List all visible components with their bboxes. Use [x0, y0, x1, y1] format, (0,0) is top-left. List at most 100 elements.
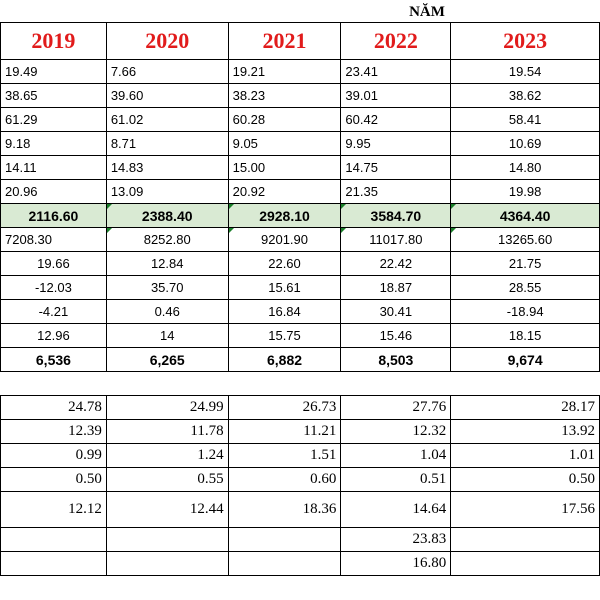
- table-cell[interactable]: 20.96: [0, 179, 107, 204]
- table-cell[interactable]: 21.35: [340, 179, 452, 204]
- table-cell[interactable]: 12.12: [0, 491, 107, 528]
- table-cell[interactable]: 12.84: [105, 251, 229, 276]
- table-cell[interactable]: 28.17: [450, 395, 600, 420]
- table-cell[interactable]: 7208.30: [0, 227, 107, 252]
- table-cell[interactable]: 16.80: [340, 551, 452, 576]
- table-cell[interactable]: [450, 371, 600, 396]
- table-cell[interactable]: [450, 551, 600, 576]
- table-cell[interactable]: 22.42: [340, 251, 452, 276]
- table-cell[interactable]: 20.92: [227, 179, 342, 204]
- table-cell[interactable]: -4.21: [0, 299, 107, 324]
- table-cell[interactable]: 13.09: [105, 179, 229, 204]
- table-cell[interactable]: [227, 551, 342, 576]
- table-cell[interactable]: 9,674: [450, 347, 600, 372]
- table-cell[interactable]: 14: [105, 323, 229, 348]
- table-cell[interactable]: [228, 371, 341, 396]
- table-cell[interactable]: 15.00: [227, 155, 342, 180]
- table-cell[interactable]: -18.94: [450, 299, 600, 324]
- table-cell[interactable]: 1.01: [450, 443, 600, 468]
- table-cell[interactable]: 4364.40: [450, 203, 600, 228]
- table-cell[interactable]: 1.04: [340, 443, 452, 468]
- table-cell[interactable]: 13.92: [450, 419, 600, 444]
- table-cell[interactable]: 21.75: [450, 251, 600, 276]
- table-cell[interactable]: 9201.90: [227, 227, 342, 252]
- table-cell[interactable]: 39.01: [340, 83, 452, 108]
- table-cell[interactable]: 0.46: [105, 299, 229, 324]
- table-cell[interactable]: 60.42: [340, 107, 452, 132]
- table-cell[interactable]: 38.23: [227, 83, 342, 108]
- table-cell[interactable]: 11017.80: [340, 227, 452, 252]
- table-cell[interactable]: 18.87: [340, 275, 452, 300]
- table-cell[interactable]: [106, 371, 229, 396]
- table-cell[interactable]: [0, 551, 107, 576]
- table-cell[interactable]: 28.55: [450, 275, 600, 300]
- year-header-cell[interactable]: 2021: [227, 22, 342, 60]
- table-cell[interactable]: 8.71: [105, 131, 229, 156]
- table-cell[interactable]: 6,536: [0, 347, 107, 372]
- table-cell[interactable]: 11.21: [227, 419, 342, 444]
- table-cell[interactable]: 23.83: [340, 527, 452, 552]
- table-cell[interactable]: 17.56: [450, 491, 600, 528]
- table-cell[interactable]: 19.66: [0, 251, 107, 276]
- table-cell[interactable]: 0.55: [105, 467, 229, 492]
- table-cell[interactable]: 14.83: [105, 155, 229, 180]
- table-cell[interactable]: [0, 371, 107, 396]
- table-cell[interactable]: 18.36: [227, 491, 342, 528]
- table-cell[interactable]: 12.44: [105, 491, 229, 528]
- table-cell[interactable]: 38.65: [0, 83, 107, 108]
- table-cell[interactable]: 16.84: [227, 299, 342, 324]
- table-cell[interactable]: 12.39: [0, 419, 107, 444]
- table-cell[interactable]: 6,265: [105, 347, 229, 372]
- year-header-cell[interactable]: 2019: [0, 22, 107, 60]
- table-cell[interactable]: 14.80: [450, 155, 600, 180]
- table-cell[interactable]: 14.75: [340, 155, 452, 180]
- table-cell[interactable]: 6,882: [227, 347, 342, 372]
- table-cell[interactable]: 15.75: [227, 323, 342, 348]
- table-cell[interactable]: 0.99: [0, 443, 107, 468]
- table-cell[interactable]: 13265.60: [450, 227, 600, 252]
- table-cell[interactable]: 39.60: [105, 83, 229, 108]
- table-cell[interactable]: 2116.60: [0, 203, 107, 228]
- table-cell[interactable]: 19.49: [0, 59, 107, 84]
- table-cell[interactable]: 9.95: [340, 131, 452, 156]
- table-cell[interactable]: 12.96: [0, 323, 107, 348]
- table-cell[interactable]: 1.51: [227, 443, 342, 468]
- table-cell[interactable]: 1.24: [105, 443, 229, 468]
- table-cell[interactable]: 19.54: [450, 59, 600, 84]
- year-header-cell[interactable]: 2020: [105, 22, 229, 60]
- table-cell[interactable]: 19.98: [450, 179, 600, 204]
- table-cell[interactable]: 3584.70: [340, 203, 452, 228]
- table-cell[interactable]: 7.66: [105, 59, 229, 84]
- table-cell[interactable]: [450, 527, 600, 552]
- table-cell[interactable]: 30.41: [340, 299, 452, 324]
- table-cell[interactable]: [340, 371, 451, 396]
- table-cell[interactable]: 0.50: [0, 467, 107, 492]
- table-cell[interactable]: 35.70: [105, 275, 229, 300]
- table-cell[interactable]: 14.64: [340, 491, 452, 528]
- table-cell[interactable]: 26.73: [227, 395, 342, 420]
- table-cell[interactable]: 15.46: [340, 323, 452, 348]
- table-cell[interactable]: [105, 527, 229, 552]
- table-cell[interactable]: 19.21: [227, 59, 342, 84]
- table-cell[interactable]: 9.05: [227, 131, 342, 156]
- table-cell[interactable]: 14.11: [0, 155, 107, 180]
- table-cell[interactable]: 0.51: [340, 467, 452, 492]
- table-cell[interactable]: 38.62: [450, 83, 600, 108]
- table-cell[interactable]: 0.50: [450, 467, 600, 492]
- table-cell[interactable]: 12.32: [340, 419, 452, 444]
- table-cell[interactable]: 8,503: [340, 347, 452, 372]
- year-header-cell[interactable]: 2022: [340, 22, 452, 60]
- year-header-cell[interactable]: 2023: [450, 22, 600, 60]
- table-cell[interactable]: 27.76: [340, 395, 452, 420]
- table-cell[interactable]: 11.78: [105, 419, 229, 444]
- table-cell[interactable]: 23.41: [340, 59, 452, 84]
- table-cell[interactable]: 61.29: [0, 107, 107, 132]
- table-cell[interactable]: 8252.80: [105, 227, 229, 252]
- table-cell[interactable]: 18.15: [450, 323, 600, 348]
- table-cell[interactable]: 24.78: [0, 395, 107, 420]
- table-cell[interactable]: [0, 527, 107, 552]
- table-cell[interactable]: 0.60: [227, 467, 342, 492]
- table-cell[interactable]: 2388.40: [105, 203, 229, 228]
- table-cell[interactable]: [227, 527, 342, 552]
- table-cell[interactable]: 15.61: [227, 275, 342, 300]
